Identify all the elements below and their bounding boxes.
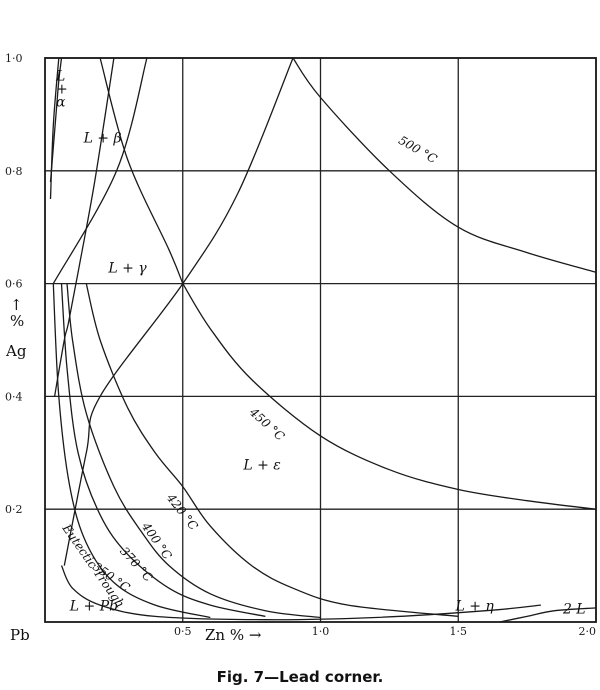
y-tick-label-4: 0·2 <box>5 503 23 516</box>
eutectic-trough <box>60 565 541 621</box>
y-axis-label: % ↑ Ag <box>5 296 27 360</box>
x-axis-label: Zn % → <box>205 626 262 644</box>
x-tick-label-0: 0·5 <box>174 625 192 638</box>
region-L-plus-Pb: L + Pb <box>69 599 118 615</box>
isotherm-label-400°C: 400 °C <box>138 519 174 562</box>
region-two-liquids: 2 L <box>562 602 586 618</box>
isotherm-500°C <box>292 57 597 273</box>
plot-frame <box>44 57 597 623</box>
y-axis-label-arrow: ↑ <box>10 296 23 314</box>
figure-caption: Fig. 7—Lead corner. <box>217 668 384 686</box>
x-tick-label-2: 1·5 <box>450 625 468 638</box>
isotherm-370°C <box>60 283 266 618</box>
eutectic-trough-label: Eutectic Trough <box>59 521 128 610</box>
gamma-epsilon-upper <box>99 57 184 284</box>
isotherm-label-500°C: 500 °C <box>396 133 439 166</box>
region-L-plus-alpha-line-0: L <box>55 69 65 85</box>
isotherm-420°C <box>85 283 459 618</box>
isotherm-label-420°C: 420 °C <box>163 490 200 532</box>
isotherm-400°C <box>66 283 321 619</box>
grid <box>45 57 597 622</box>
isotherm-label-450°C: 450 °C <box>246 404 287 443</box>
isotherm-450°C <box>182 283 597 510</box>
alpha-left <box>49 57 60 200</box>
region-L-plus-alpha-line-1: + <box>56 82 68 98</box>
region-L-plus-alpha-line-2: α <box>56 95 66 111</box>
region-L-plus-gamma: L + γ <box>107 260 147 276</box>
region-L-plus-beta: L + β <box>83 131 122 147</box>
y-tick-label-0: 1·0 <box>5 52 23 65</box>
axis-ticks: 0·5 1·0 1·5 2·0 1·0 0·8 0·6 0·4 0·2 <box>5 52 596 638</box>
alpha-beta-boundary <box>49 57 63 183</box>
region-L-plus-epsilon: L + ε <box>242 458 280 474</box>
y-tick-label-2: 0·6 <box>5 278 23 291</box>
region-L-plus-alpha: L + α <box>55 69 68 111</box>
y-axis-label-ag: Ag <box>5 342 27 360</box>
two-liquid-boundary <box>499 607 597 623</box>
region-L-plus-eta: L + η <box>454 599 494 615</box>
x-tick-label-1: 1·0 <box>312 625 330 638</box>
y-axis-label-percent: % <box>10 312 24 330</box>
isotherm-350°C <box>52 283 211 619</box>
origin-label: Pb <box>10 626 30 644</box>
beta-gamma-boundary <box>52 57 148 284</box>
y-tick-label-3: 0·4 <box>5 390 23 403</box>
x-tick-label-3: 2·0 <box>579 625 597 638</box>
y-tick-label-1: 0·8 <box>5 165 23 178</box>
gamma-epsilon-boundary <box>63 57 294 566</box>
curves <box>49 57 597 623</box>
